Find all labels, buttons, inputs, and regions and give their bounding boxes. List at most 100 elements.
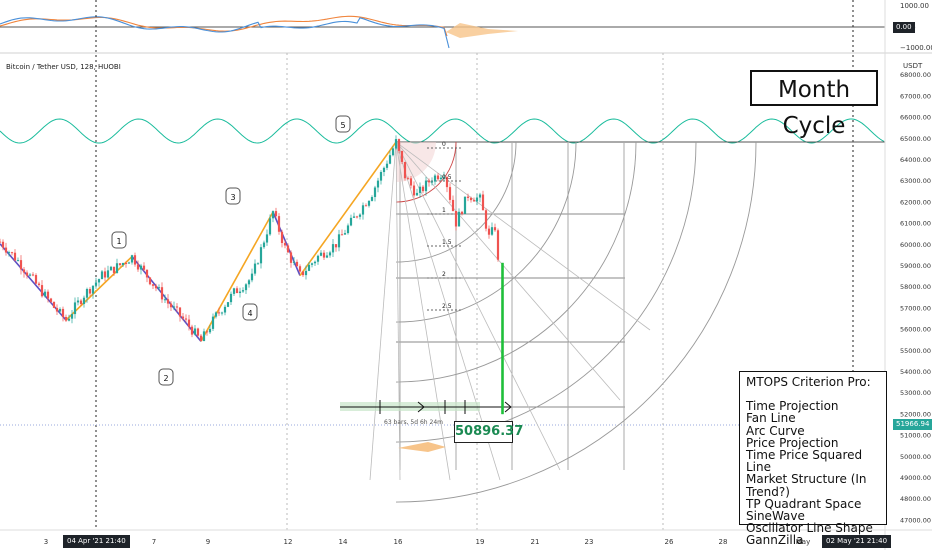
legend-item: Market Structure (In Trend?) (746, 472, 867, 499)
candle-body (268, 218, 272, 235)
time-tick-label: 16 (394, 538, 403, 546)
candle-body (379, 172, 383, 181)
candle-body (337, 234, 341, 248)
candle-body (391, 148, 395, 156)
structure-label: 4 (247, 309, 252, 318)
candle-body (490, 227, 494, 235)
candle-body (157, 287, 161, 289)
currency-label: USDT (903, 62, 923, 70)
fan-line (395, 141, 621, 401)
measure-label: 63 bars, 5d 6h 24m (384, 419, 443, 426)
candle-body (388, 155, 392, 164)
candle-body (460, 211, 464, 214)
candle-body (472, 200, 476, 202)
price-tick-label: 54000.00 (900, 368, 931, 376)
candle-body (427, 180, 431, 183)
structure-label-bubble (335, 115, 351, 133)
projection-arrowhead (504, 401, 512, 413)
candle-body (172, 306, 176, 308)
candle-body (244, 284, 248, 291)
candle-body (340, 234, 344, 236)
candle-body (409, 178, 413, 186)
candle-body (484, 210, 488, 229)
time-cursor-label: 04 Apr '21 21:40 (63, 535, 130, 548)
projection-arrowhead (417, 401, 425, 413)
candle-body (34, 275, 38, 284)
projected-price-label: 50896.37 (454, 421, 523, 443)
candle-body (184, 318, 188, 320)
price-tick-label: 66000.00 (900, 114, 931, 122)
candle-body (310, 263, 314, 265)
mtops-legend-box: MTOPS Criterion Pro: Time Projection Fan… (739, 371, 887, 547)
candle-body (100, 271, 104, 280)
candle-body (193, 328, 197, 335)
month-cycle-label: Month Cycle (750, 70, 878, 139)
candle-body (265, 234, 269, 243)
candle-body (49, 298, 53, 302)
candle-body (382, 167, 386, 173)
candle-body (469, 197, 473, 201)
price-pointer-arrow (398, 442, 446, 452)
price-tick-label: 62000.00 (900, 198, 931, 206)
price-tick-label: 68000.00 (900, 71, 931, 79)
candle-body (151, 284, 155, 286)
candle-body (46, 291, 50, 299)
candle-body (118, 263, 122, 266)
time-cursor-label: 02 May '21 21:40 (822, 535, 892, 548)
candlesticks (0, 135, 504, 415)
candle-body (277, 216, 281, 232)
candle-body (373, 187, 377, 198)
candle-body (454, 210, 458, 227)
candle-body (91, 285, 95, 294)
fan-level-label: 1.5 (442, 239, 452, 246)
candle-body (145, 269, 149, 278)
candle-body (133, 255, 137, 265)
candle-body (43, 291, 47, 297)
candle-body (364, 205, 368, 207)
time-tick-label: 3 (44, 538, 48, 546)
price-tick-label: 58000.00 (900, 283, 931, 291)
candle-body (82, 297, 86, 304)
arc-curve (395, 142, 757, 503)
oscillator-tick-label: −1000.00 (900, 44, 932, 52)
candle-body (223, 306, 227, 313)
candle-body (61, 308, 65, 317)
candle-body (160, 287, 164, 300)
candle-body (127, 262, 131, 264)
candle-body (4, 247, 8, 253)
oscillator-pane (0, 15, 932, 54)
candle-body (94, 282, 98, 286)
structure-label-bubble (158, 368, 174, 386)
candle-body (31, 274, 35, 276)
candle-body (274, 211, 278, 217)
time-tick-label: 28 (719, 538, 728, 546)
candle-body (199, 335, 203, 342)
candle-body (229, 293, 233, 303)
candle-body (334, 244, 338, 248)
candle-body (325, 255, 329, 258)
candle-body (181, 316, 185, 319)
legend-item: GannZilla (746, 533, 804, 548)
candle-body (22, 269, 26, 273)
price-tick-label: 63000.00 (900, 177, 931, 185)
time-tick-label: May (796, 538, 810, 546)
structure-label-bubble (111, 231, 127, 249)
arc-curve (395, 142, 517, 263)
price-tick-label: 60000.00 (900, 241, 931, 249)
oscillator-fast-line (0, 16, 450, 49)
candle-body (406, 178, 410, 180)
candle-body (328, 252, 332, 256)
candle-body (493, 227, 497, 231)
structure-label-bubble (225, 187, 241, 205)
candle-body (331, 244, 335, 253)
fan-level-label: 0.5 (442, 174, 452, 181)
candle-body (295, 261, 299, 267)
candle-body (103, 271, 107, 278)
candle-body (241, 290, 245, 292)
candle-body (19, 260, 23, 270)
candle-body (313, 261, 317, 264)
candle-body (16, 260, 20, 262)
fan-line (395, 141, 561, 471)
market-structure-line (272, 211, 301, 276)
